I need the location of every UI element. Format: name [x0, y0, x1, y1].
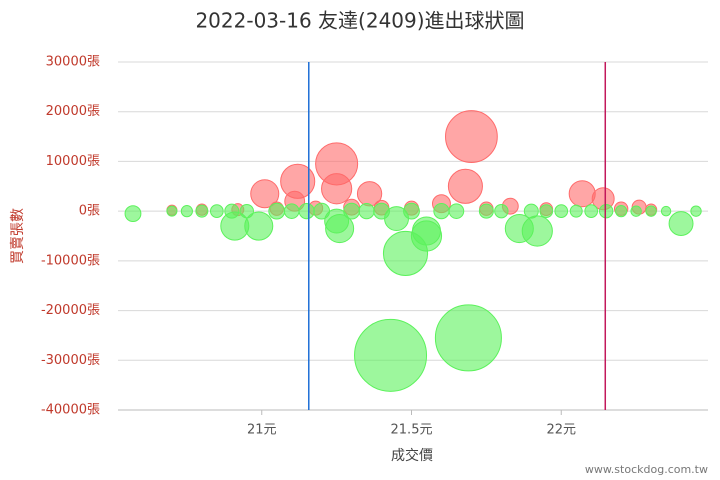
bubble — [124, 205, 142, 223]
bubble — [645, 205, 657, 217]
x-axis-label: 成交價 — [391, 447, 433, 464]
bubble — [239, 203, 254, 219]
y-axis-label: 買賣張數 — [10, 208, 26, 264]
bubble — [313, 202, 331, 220]
bubble — [324, 208, 350, 234]
bubble — [494, 203, 509, 219]
y-tick-label: 0張 — [79, 204, 100, 219]
source-credit: www.stockdog.com.tw — [585, 463, 708, 476]
bubble — [478, 203, 494, 219]
bubble — [298, 203, 315, 220]
bubble — [448, 203, 465, 219]
bubble — [321, 173, 353, 205]
y-tick-label: 10000張 — [46, 154, 100, 169]
bubble — [250, 179, 280, 209]
bubble — [358, 203, 375, 220]
bubble — [180, 205, 193, 218]
bubble — [343, 202, 361, 220]
chart-title: 2022-03-16 友達(2409)進出球狀圖 — [195, 9, 524, 33]
bubble — [434, 304, 502, 372]
x-tick-label: 22元 — [546, 423, 576, 438]
bubble — [568, 180, 596, 208]
bubble — [373, 202, 390, 220]
y-tick-label: -20000張 — [41, 303, 100, 318]
bubble — [166, 205, 178, 217]
x-tick-label: 21元 — [247, 423, 277, 438]
bubble — [630, 205, 642, 217]
bubble — [411, 216, 441, 246]
bubble — [539, 204, 554, 218]
bubble — [690, 205, 702, 217]
bubble — [195, 204, 209, 218]
bubble — [447, 168, 483, 204]
bubble — [521, 215, 553, 247]
bubble — [433, 203, 450, 220]
y-tick-label: -40000張 — [41, 403, 100, 418]
bubble — [598, 203, 614, 219]
bubble — [403, 202, 420, 220]
bubble — [584, 204, 599, 218]
bubble — [445, 110, 498, 163]
x-tick-label: 21.5元 — [391, 423, 433, 438]
bubble — [354, 318, 428, 392]
bubble — [668, 211, 694, 237]
bubble — [244, 211, 274, 241]
bubble — [554, 204, 569, 218]
y-tick-label: 30000張 — [46, 55, 100, 70]
bubble — [523, 203, 539, 219]
bubble — [569, 204, 583, 218]
bubble — [209, 204, 224, 218]
bubble — [660, 205, 672, 217]
y-tick-label: -10000張 — [41, 253, 100, 268]
bubble — [224, 203, 240, 219]
y-tick-label: -30000張 — [41, 353, 100, 368]
bubble — [283, 203, 300, 219]
y-tick-label: 20000張 — [46, 104, 100, 119]
bubble — [268, 202, 286, 220]
bubble — [615, 205, 628, 218]
